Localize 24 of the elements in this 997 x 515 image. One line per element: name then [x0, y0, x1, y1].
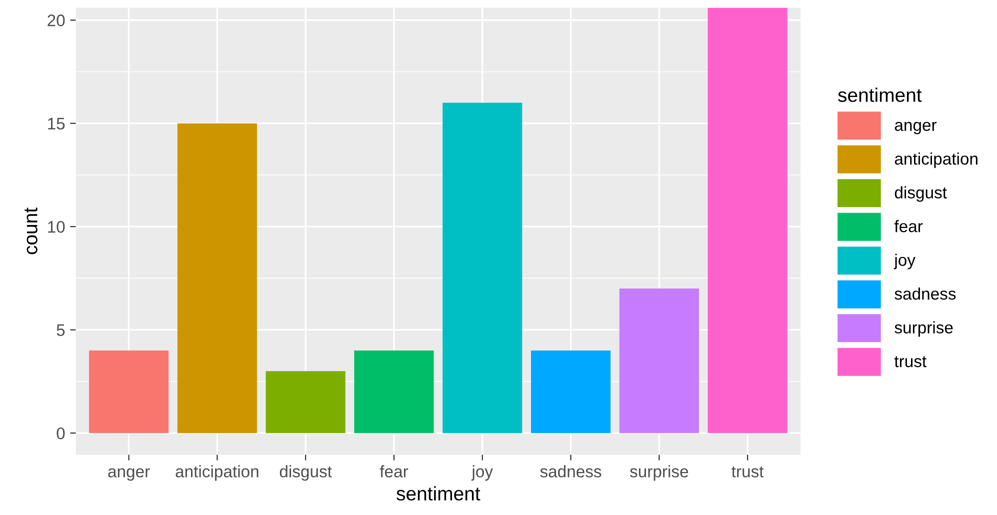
legend-label: trust [894, 356, 926, 368]
x-tick-label: joy [471, 465, 493, 481]
legend-label: joy [894, 254, 916, 270]
x-axis-title: sentiment [396, 486, 480, 501]
legend-label: sadness [894, 287, 956, 300]
legend-label: surprise [894, 321, 953, 337]
y-axis-title: count [24, 208, 38, 254]
legend-title: sentiment [838, 88, 922, 102]
x-tick-label: sadness [540, 465, 602, 478]
y-tick-label: 10 [48, 220, 65, 233]
y-tick-label: 15 [48, 118, 65, 130]
x-tick-label: trust [732, 466, 764, 478]
x-tick-label: anger [108, 468, 150, 481]
legend-label: anger [894, 122, 937, 134]
legend-label: anticipation [894, 152, 978, 168]
x-tick-label: anticipation [176, 465, 258, 481]
legend-label: fear [894, 220, 923, 232]
legend-label: disgust [894, 186, 947, 202]
x-tick-label: fear [380, 465, 408, 478]
x-tick-label: surprise [630, 465, 688, 481]
x-tick-label: disgust [280, 465, 332, 481]
y-tick-label: 5 [56, 324, 65, 336]
y-tick-label: 0 [56, 427, 65, 440]
y-tick-label: 20 [48, 14, 65, 26]
